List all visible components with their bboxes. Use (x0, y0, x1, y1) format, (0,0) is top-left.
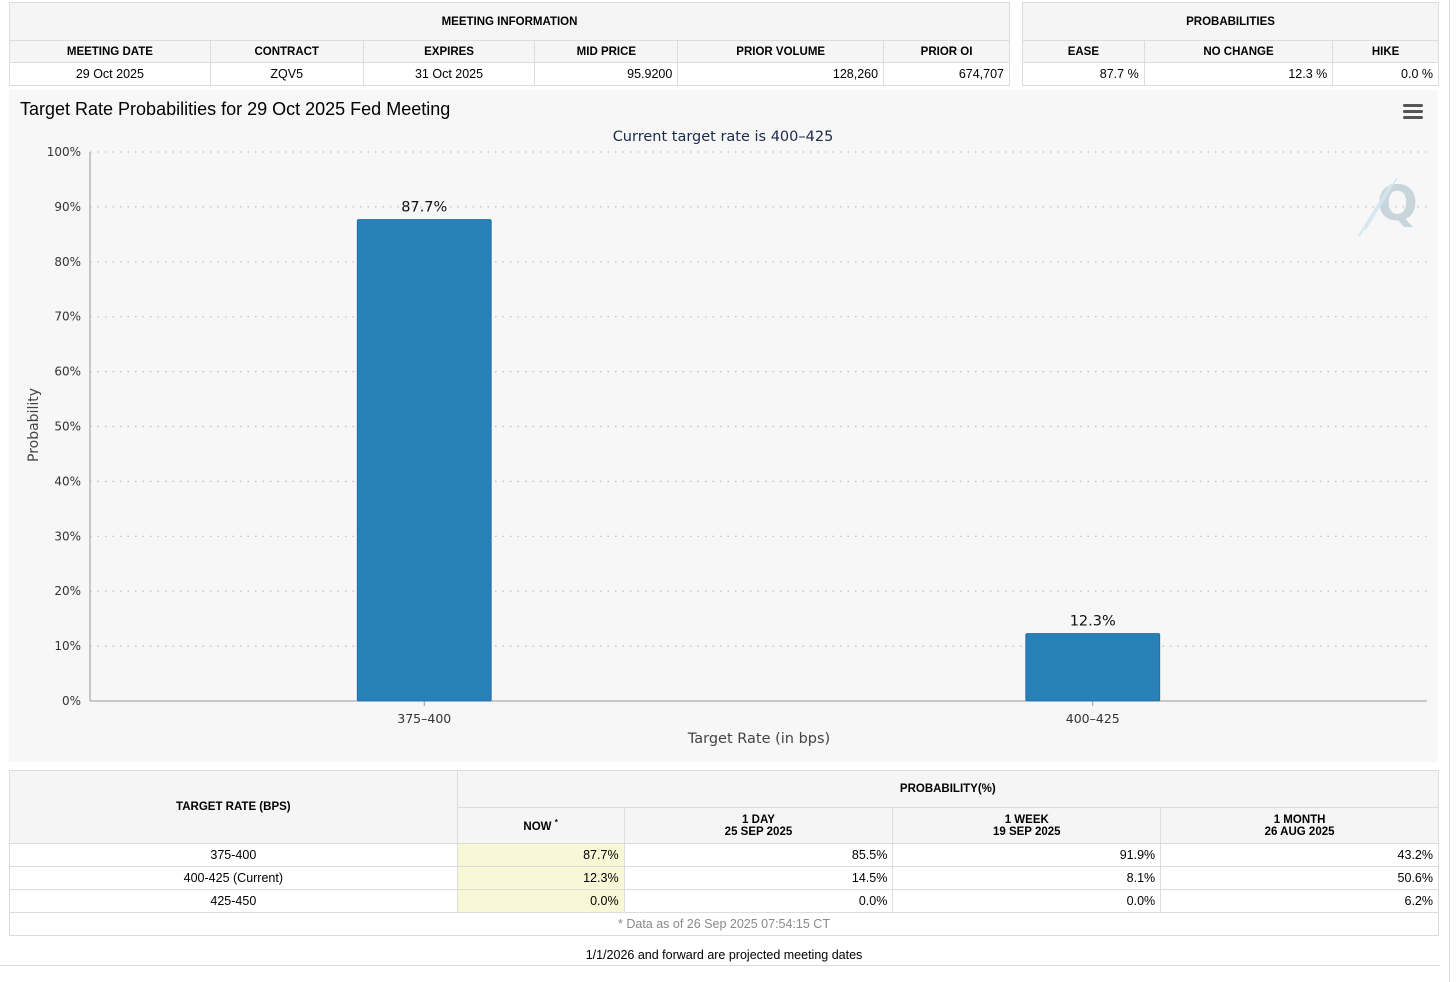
table-row: 400-425 (Current) 12.3% 14.5% 8.1% 50.6% (9, 866, 1439, 890)
rate-cell: 375-400 (9, 843, 458, 867)
one-day-value: 0.0% (623, 889, 894, 913)
y-tick-label: 20% (54, 584, 81, 598)
divider (0, 965, 1440, 966)
data-timestamp-footnote: * Data as of 26 Sep 2025 07:54:15 CT (9, 912, 1439, 936)
table-row: 375-400 87.7% 85.5% 91.9% 43.2% (9, 843, 1439, 867)
y-tick-label: 50% (54, 420, 81, 434)
one-week-header: 1 WEEK 19 SEP 2025 (892, 807, 1162, 844)
chart-panel: 0% 10% 20% 30% 40% 50% 60% 70% 80% 90% 100% 87.7% 37… (9, 90, 1438, 762)
y-tick-label: 80% (54, 255, 81, 269)
one-week-value: 91.9% (892, 843, 1162, 867)
expires-value: 31 Oct 2025 (362, 62, 536, 86)
no-change-header: NO CHANGE (1143, 40, 1334, 63)
divider (1449, 0, 1450, 982)
probabilities-table: PROBABILITIES EASE NO CHANGE HIKE 87.7 %… (1022, 2, 1439, 86)
one-month-header: 1 MONTH 26 AUG 2025 (1160, 807, 1439, 844)
one-month-value: 6.2% (1160, 889, 1439, 913)
y-tick-label: 40% (54, 474, 81, 488)
x-axis-title: Target Rate (in bps) (687, 731, 830, 747)
chart-title: Target Rate Probabilities for 29 Oct 202… (20, 99, 451, 119)
hike-header: HIKE (1332, 40, 1439, 63)
now-value: 12.3% (456, 866, 625, 890)
probabilities-title: PROBABILITIES (1022, 2, 1439, 41)
prior-volume-header: PRIOR VOLUME (677, 40, 885, 63)
projected-dates-note: 1/1/2026 and forward are projected meeti… (585, 948, 863, 962)
meeting-date-value: 29 Oct 2025 (9, 62, 211, 86)
prior-oi-header: PRIOR OI (883, 40, 1010, 63)
contract-value: ZQV5 (209, 62, 364, 86)
mid-price-header: MID PRICE (534, 40, 679, 63)
chart-subtitle: Current target rate is 400–425 (613, 129, 834, 145)
mid-price-value: 95.9200 (534, 62, 679, 86)
no-change-value: 12.3 % (1143, 62, 1334, 86)
y-tick-label: 90% (54, 200, 81, 214)
ease-value: 87.7 % (1022, 62, 1145, 86)
probability-header: PROBABILITY(%) (456, 770, 1440, 808)
data-label: 87.7% (401, 200, 447, 216)
hamburger-menu-icon[interactable] (1403, 104, 1423, 120)
meeting-info-table: MEETING INFORMATION MEETING DATE CONTRAC… (9, 2, 1010, 86)
svg-text:Q: Q (1377, 176, 1418, 232)
y-tick-label: 30% (54, 529, 81, 543)
y-tick-label: 70% (54, 310, 81, 324)
y-axis-title: Probability (26, 388, 42, 462)
one-month-value: 43.2% (1160, 843, 1439, 867)
y-tick-label: 0% (62, 694, 81, 708)
q-logo-icon: Q (1358, 176, 1418, 237)
y-tick-label: 10% (54, 639, 81, 653)
probability-history-table: TARGET RATE (BPS) PROBABILITY(%) NOW * 1… (9, 770, 1440, 936)
y-tick-label: 100% (47, 145, 81, 159)
meeting-info-title: MEETING INFORMATION (9, 2, 1010, 41)
now-value: 0.0% (456, 889, 625, 913)
bar-chart: 0% 10% 20% 30% 40% 50% 60% 70% 80% 90% 100% 87.7% 37… (26, 129, 1427, 747)
ease-header: EASE (1022, 40, 1145, 63)
one-month-value: 50.6% (1160, 866, 1439, 890)
x-tick-label: 400–425 (1066, 711, 1120, 726)
one-day-value: 14.5% (623, 866, 894, 890)
expires-header: EXPIRES (362, 40, 536, 63)
one-day-value: 85.5% (623, 843, 894, 867)
now-marker: * (554, 818, 558, 828)
bar[interactable] (1025, 633, 1161, 702)
bar[interactable] (356, 219, 492, 702)
y-tick-label: 60% (54, 365, 81, 379)
x-tick-label: 375–400 (397, 711, 451, 726)
target-rate-header: TARGET RATE (BPS) (9, 770, 458, 844)
one-week-value: 0.0% (892, 889, 1162, 913)
rate-cell: 400-425 (Current) (9, 866, 458, 890)
prior-volume-value: 128,260 (677, 62, 885, 86)
now-value: 87.7% (456, 843, 625, 867)
now-header: NOW * (456, 807, 625, 844)
one-week-value: 8.1% (892, 866, 1162, 890)
data-label: 12.3% (1070, 613, 1116, 629)
prior-oi-value: 674,707 (883, 62, 1010, 86)
table-row: 425-450 0.0% 0.0% 0.0% 6.2% (9, 889, 1439, 913)
meeting-date-header: MEETING DATE (9, 40, 211, 63)
hike-value: 0.0 % (1332, 62, 1439, 86)
contract-header: CONTRACT (209, 40, 364, 63)
one-day-header: 1 DAY 25 SEP 2025 (623, 807, 894, 844)
rate-cell: 425-450 (9, 889, 458, 913)
